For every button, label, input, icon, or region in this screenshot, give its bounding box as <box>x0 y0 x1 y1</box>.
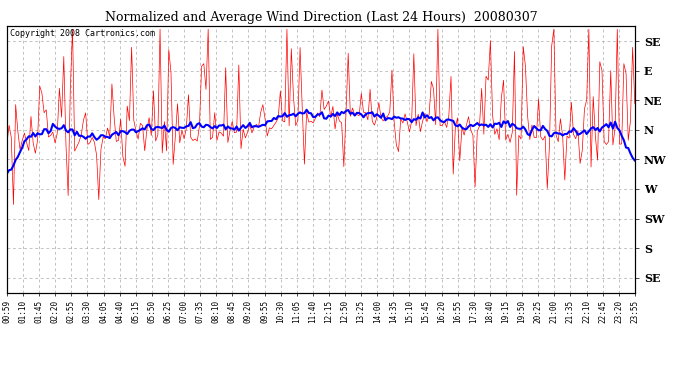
Title: Normalized and Average Wind Direction (Last 24 Hours)  20080307: Normalized and Average Wind Direction (L… <box>105 11 537 24</box>
Text: Copyright 2008 Cartronics.com: Copyright 2008 Cartronics.com <box>10 29 155 38</box>
